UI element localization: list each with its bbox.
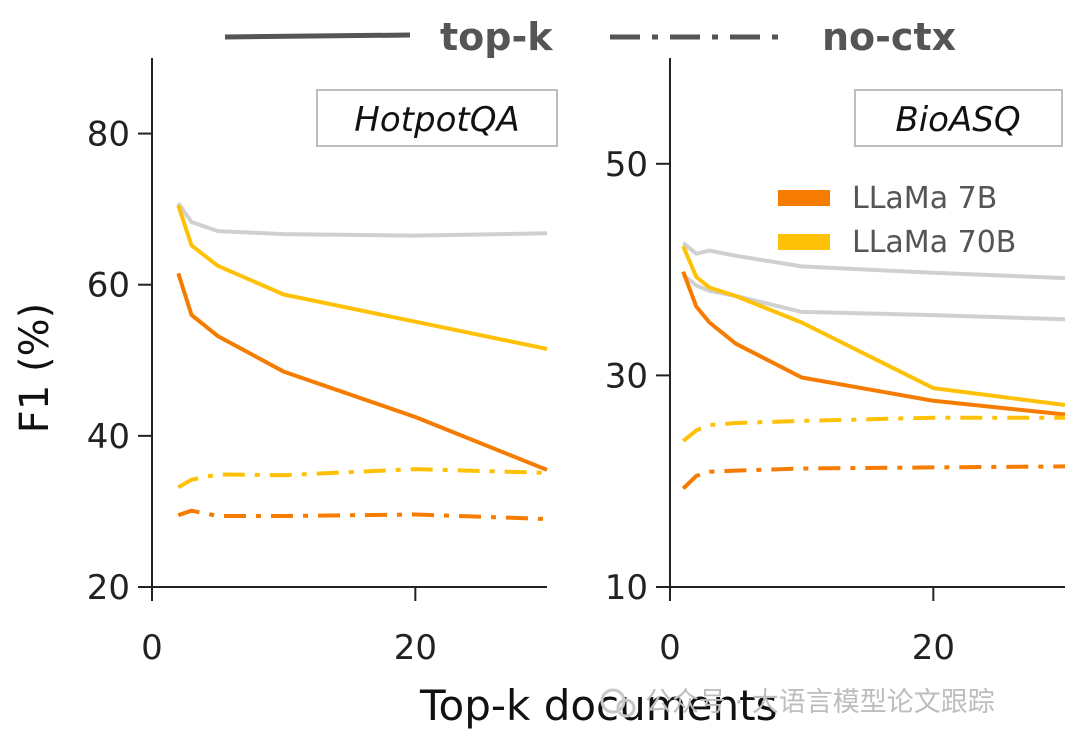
hotpotqa-title-box [316,89,558,147]
hotpotqa-y-tick-label: 60 [87,266,130,306]
hotpotqa-y-tick-label: 20 [87,568,130,608]
watermark-wechat-icon-bubble [616,698,636,718]
bioasq-tick-layer: 10 30 50 0 20 [605,145,955,668]
hotpotqa-x-tick-label: 20 [394,628,437,668]
hotpotqa-series-llama-7b-solid-2 [176,272,548,472]
panel-hotpotqa: 20 40 60 80 0 20 HotpotQA [87,58,558,668]
top-legend-solid-label: top-k [440,15,553,59]
hotpotqa-series-layer [176,201,548,521]
bioasq-x-tick-label: 0 [659,628,681,668]
model-legend-swatch-70b [778,234,830,250]
hotpotqa-x-tick-label: 0 [141,628,163,668]
hotpotqa-series-llama-70b-solid-1 [176,204,548,351]
bioasq-x-tick-label: 20 [912,628,955,668]
bioasq-y-tick-label: 30 [605,356,648,396]
hotpotqa-y-tick-label: 80 [87,115,130,155]
bioasq-y-tick-label: 10 [605,568,648,608]
bioasq-series-llama-70b-solid-2 [681,245,1066,407]
bioasq-series-llama-7b-solid-3 [681,270,1066,417]
model-legend: LLaMa 7B LLaMa 70B [778,181,1016,260]
x-axis-label: Top-k documents [419,681,778,730]
hotpotqa-series-llama-70b-dashdot-3 [177,467,548,489]
hotpotqa-series-llama-7b-dashdot-4 [177,508,548,521]
hotpotqa-y-tick-label: 40 [87,417,130,457]
bioasq-y-tick-label: 50 [605,145,648,185]
model-legend-label-7b: LLaMa 7B [852,181,997,216]
y-axis-label: F1 (%) [12,303,58,433]
bioasq-plot-area: 10 30 50 0 20 [605,58,1066,668]
hotpotqa-title: HotpotQA [354,100,519,140]
watermark-text: 公众号 · 大语言模型论文跟踪 [645,687,995,718]
panel-bioasq: 10 30 50 0 20 BioASQ LLaMa 7B LLaMa 70B [605,58,1066,668]
top-legend-solid-swatch [224,32,411,40]
bioasq-series-llama-7b-dashdot-5 [681,464,1066,491]
top-legend: top-k no-ctx [224,15,956,59]
bioasq-title: BioASQ [895,100,1020,140]
model-legend-label-70b: LLaMa 70B [852,225,1016,260]
watermark: 公众号 · 大语言模型论文跟踪 [600,687,995,718]
hotpotqa-plot-area: 20 40 60 80 0 20 [87,58,548,668]
bioasq-series-reference-solid-0 [681,241,1066,281]
hotpotqa-tick-layer: 20 40 60 80 0 20 [87,115,437,668]
hotpotqa-series-reference-solid-0 [176,201,548,238]
bioasq-series-layer [681,241,1066,491]
model-legend-swatch-7b [778,190,830,206]
bioasq-title-box [854,89,1063,147]
bioasq-series-llama-70b-dashdot-4 [681,415,1065,443]
top-legend-dashdot-label: no-ctx [822,15,956,59]
